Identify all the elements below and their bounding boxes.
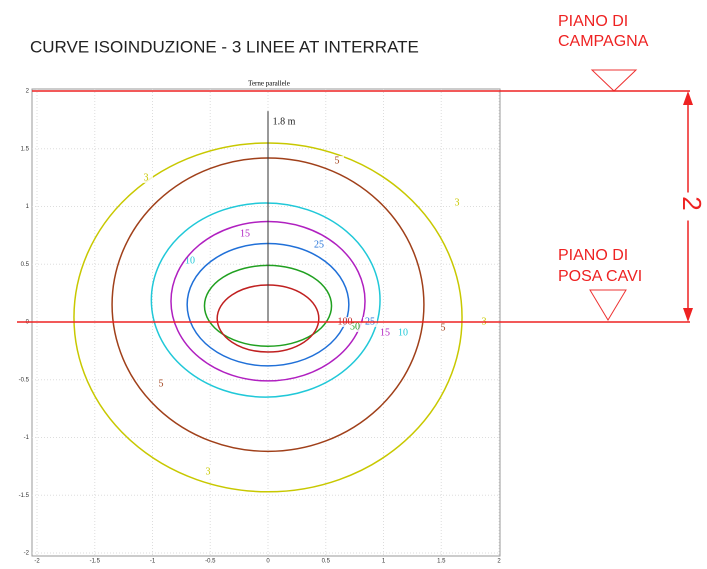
y-tick-label: 2 bbox=[26, 89, 30, 95]
contour-label: 3 bbox=[206, 466, 211, 477]
contour-label: 15 bbox=[380, 327, 390, 338]
y-tick-label: 0.5 bbox=[21, 262, 30, 268]
label-bg bbox=[183, 256, 197, 266]
x-tick-label: 0.5 bbox=[322, 559, 331, 565]
label-bg bbox=[139, 173, 153, 183]
x-tick-label: 1.5 bbox=[437, 559, 446, 565]
contour-label: 5 bbox=[159, 378, 164, 389]
y-tick-label: -0.5 bbox=[19, 377, 30, 383]
y-tick-label: 1.5 bbox=[21, 146, 30, 152]
dimension-arrow bbox=[683, 91, 693, 105]
ground-label: PIANO DI bbox=[558, 13, 628, 30]
contour-label: 3 bbox=[144, 172, 149, 183]
contour-label: 5 bbox=[441, 322, 446, 333]
dimension-label: 2 bbox=[677, 196, 707, 210]
laying-label: POSA CAVI bbox=[558, 268, 642, 285]
dimension-bg bbox=[678, 192, 698, 221]
y-tick-label: -1 bbox=[24, 435, 30, 441]
laying-label: PIANO DI bbox=[558, 247, 628, 264]
contour-label: 5 bbox=[335, 155, 340, 166]
x-tick-label: -2 bbox=[34, 559, 40, 565]
contour-label: 10 bbox=[185, 255, 195, 266]
ground-label: CAMPAGNA bbox=[558, 33, 649, 50]
contour-label: 10 bbox=[398, 327, 408, 338]
ground-marker bbox=[590, 69, 638, 92]
laying-marker bbox=[589, 289, 627, 321]
label-bg bbox=[201, 467, 215, 477]
y-tick-label: -1.5 bbox=[19, 493, 30, 499]
label-bg bbox=[396, 328, 410, 338]
x-tick-label: 1 bbox=[382, 559, 386, 565]
label-bg bbox=[348, 322, 362, 332]
label-bg bbox=[312, 240, 326, 250]
contour-label: 25 bbox=[314, 239, 324, 250]
label-bg bbox=[330, 156, 344, 166]
y-tick-label: -2 bbox=[24, 551, 30, 557]
x-tick-label: -0.5 bbox=[205, 559, 216, 565]
plot-title: Terne parallele bbox=[248, 80, 290, 88]
label-bg bbox=[154, 379, 168, 389]
label-bg bbox=[238, 229, 252, 239]
label-bg bbox=[450, 198, 464, 208]
label-bg bbox=[378, 328, 392, 338]
x-tick-label: -1 bbox=[150, 559, 156, 565]
axis-top-label: 1.8 m bbox=[273, 116, 296, 127]
dimension-arrow bbox=[683, 308, 693, 322]
x-tick-label: 2 bbox=[497, 559, 501, 565]
chart-title: CURVE ISOINDUZIONE - 3 LINEE AT INTERRAT… bbox=[30, 37, 419, 56]
x-tick-label: -1.5 bbox=[90, 559, 101, 565]
contour-label: 50 bbox=[350, 321, 360, 332]
y-tick-label: 1 bbox=[26, 204, 30, 210]
x-tick-label: 0 bbox=[266, 559, 270, 565]
contour-label: 3 bbox=[455, 197, 460, 208]
label-bg bbox=[436, 323, 450, 333]
contour-label: 15 bbox=[240, 228, 250, 239]
contour-line bbox=[150, 202, 381, 398]
